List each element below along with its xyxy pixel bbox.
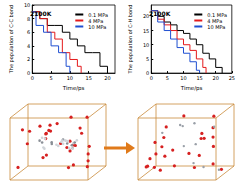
svg-text:10: 10: [67, 75, 73, 81]
svg-text:10 MPa: 10 MPa: [88, 24, 106, 30]
svg-text:15: 15: [143, 28, 149, 34]
svg-text:15: 15: [85, 75, 91, 81]
svg-text:5: 5: [49, 75, 52, 81]
svg-text:0.1 MPa: 0.1 MPa: [207, 11, 227, 18]
svg-text:25: 25: [229, 75, 235, 81]
svg-text:2100K: 2100K: [149, 10, 171, 17]
svg-text:15: 15: [196, 75, 202, 81]
svg-text:The population of C-H bond: The population of C-H bond: [127, 5, 134, 75]
svg-text:Time/ps: Time/ps: [62, 85, 85, 92]
svg-text:0: 0: [27, 70, 31, 77]
svg-text:6: 6: [27, 29, 30, 35]
svg-text:4 MPa: 4 MPa: [88, 17, 104, 24]
svg-text:4: 4: [27, 43, 30, 49]
svg-text:2100K: 2100K: [30, 10, 52, 17]
svg-text:4 MPa: 4 MPa: [207, 17, 223, 24]
svg-text:20: 20: [142, 13, 150, 20]
svg-text:20: 20: [104, 75, 110, 81]
svg-text:Time/ps: Time/ps: [180, 85, 203, 92]
svg-text:10: 10: [24, 2, 30, 8]
svg-text:0: 0: [146, 70, 150, 77]
svg-text:5: 5: [146, 56, 149, 62]
svg-text:0.1 MPa: 0.1 MPa: [88, 11, 108, 18]
svg-text:10 MPa: 10 MPa: [207, 24, 225, 30]
svg-text:0: 0: [150, 75, 153, 81]
svg-text:0: 0: [31, 75, 34, 81]
svg-text:8: 8: [27, 16, 30, 22]
svg-text:20: 20: [213, 75, 219, 81]
svg-text:2: 2: [27, 56, 30, 62]
svg-text:5: 5: [166, 75, 169, 81]
svg-text:The population of C-C bond: The population of C-C bond: [8, 5, 15, 74]
svg-text:10: 10: [143, 42, 149, 48]
svg-text:10: 10: [180, 75, 186, 81]
